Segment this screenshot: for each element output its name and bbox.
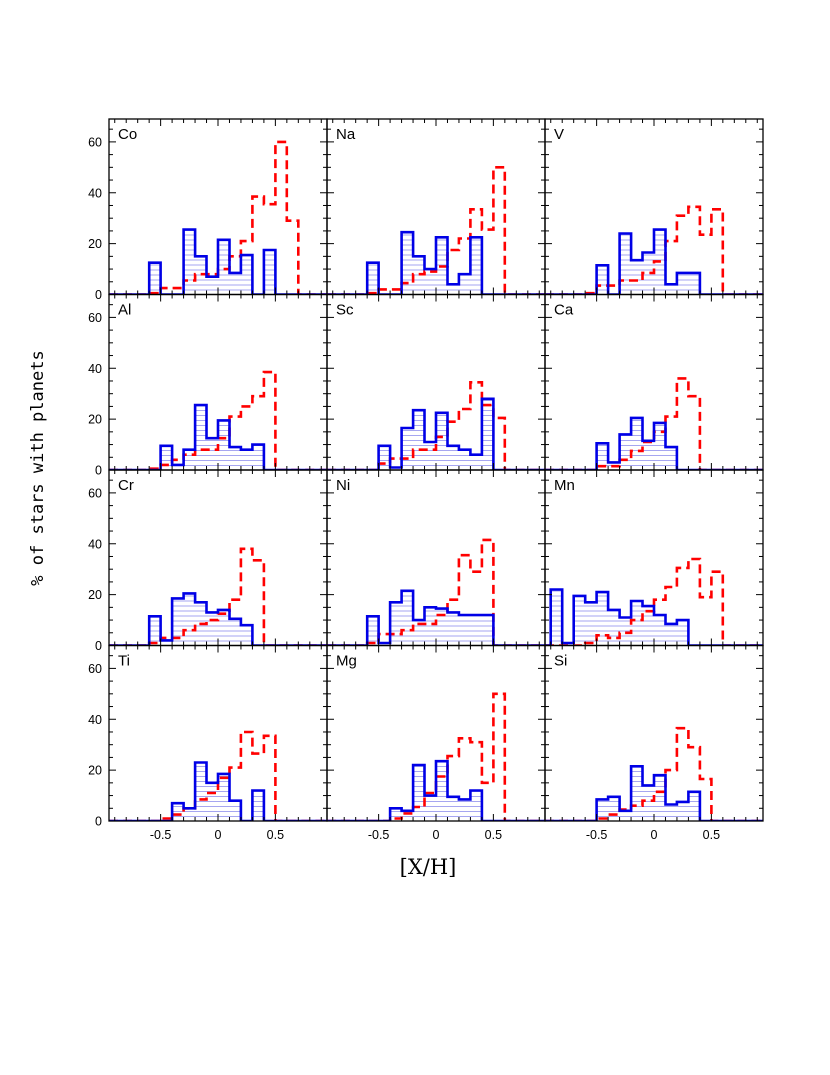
blue-histogram — [327, 397, 545, 470]
red-dashed-histogram — [109, 140, 327, 295]
panel-mn: Mn — [544, 469, 764, 647]
element-label: Cr — [118, 477, 134, 494]
blue-histogram — [545, 416, 763, 470]
panel-ca: Ca — [544, 293, 764, 471]
panel-plot-area — [109, 140, 327, 295]
blue-histogram-hatch — [109, 762, 327, 821]
panel-plot-area — [545, 377, 763, 470]
blue-histogram — [109, 592, 327, 646]
blue-histogram-hatch — [545, 766, 763, 821]
y-tick-label: 40 — [88, 362, 102, 376]
y-tick-label: 0 — [95, 288, 102, 302]
element-label: Si — [554, 653, 567, 670]
element-label: Sc — [336, 302, 354, 319]
y-tick-label: 0 — [95, 639, 102, 653]
x-tick-label: 0.5 — [485, 828, 502, 842]
x-tick-label: -0.5 — [150, 828, 172, 842]
element-label: Ca — [554, 302, 574, 319]
y-tick-label: 60 — [88, 135, 102, 149]
y-tick-label: 60 — [88, 486, 102, 500]
x-tick-label: -0.5 — [368, 828, 390, 842]
blue-histogram — [327, 589, 545, 646]
panel-al: Al 0 20 40 60 — [88, 293, 328, 478]
panels-group: Co 0 20 40 60 Na V Al 0 20 40 60 Sc Ca Cr 0 20 40 60 Ni Mn Ti… — [88, 118, 764, 842]
panel-cr: Cr 0 20 40 60 — [88, 469, 328, 653]
y-tick-label: 20 — [88, 237, 102, 251]
ticks — [545, 294, 763, 471]
panel-ti: Ti 0 20 40 60 -0.5 0 0.5 — [88, 644, 328, 842]
y-tick-label: 20 — [88, 413, 102, 427]
x-tick-label: 0 — [651, 828, 658, 842]
element-label: Ti — [118, 653, 130, 670]
x-axis-label: [X/H] — [400, 855, 457, 879]
panel-plot-area — [109, 730, 327, 821]
panel-plot-area — [545, 557, 763, 646]
y-tick-label: 20 — [88, 764, 102, 778]
blue-histogram-hatch — [545, 417, 763, 470]
element-label: Ni — [336, 477, 350, 494]
y-tick-label: 60 — [88, 662, 102, 676]
y-tick-label: 40 — [88, 186, 102, 200]
x-tick-label: 0.5 — [703, 828, 720, 842]
panel-v: V — [544, 118, 764, 296]
ticks — [327, 470, 545, 646]
blue-histogram — [545, 588, 763, 646]
panel-plot-area — [545, 726, 763, 821]
x-tick-label: 0 — [215, 828, 222, 842]
element-label: Mn — [554, 477, 575, 494]
blue-histogram-hatch — [327, 590, 545, 646]
y-axis-label: % of stars with planets — [28, 350, 48, 585]
blue-histogram — [109, 761, 327, 821]
ticks — [109, 645, 327, 822]
ticks — [545, 119, 763, 295]
ticks — [327, 119, 545, 295]
panel-ni: Ni — [326, 469, 546, 647]
element-label: Co — [118, 126, 137, 143]
panel-si: Si -0.5 0 0.5 — [544, 644, 764, 842]
blue-histogram — [327, 759, 545, 821]
panel-co: Co 0 20 40 60 — [88, 118, 328, 302]
blue-histogram — [327, 230, 545, 295]
element-label: Na — [336, 126, 356, 143]
ticks — [327, 294, 545, 471]
element-label: Al — [118, 302, 131, 319]
ticks — [109, 119, 327, 295]
panel-na: Na — [326, 118, 546, 296]
panel-plot-area — [327, 381, 545, 470]
red-dashed-histogram — [327, 166, 545, 295]
panel-sc: Sc — [326, 293, 546, 471]
x-tick-label: -0.5 — [586, 828, 608, 842]
panel-plot-area — [109, 547, 327, 646]
y-tick-label: 40 — [88, 537, 102, 551]
blue-histogram — [545, 765, 763, 821]
x-tick-label: 0.5 — [267, 828, 284, 842]
blue-histogram-hatch — [545, 589, 763, 646]
panel-plot-area — [327, 692, 545, 821]
element-label: Mg — [336, 653, 357, 670]
blue-histogram — [545, 228, 763, 295]
y-tick-label: 0 — [95, 464, 102, 478]
panel-plot-area — [545, 205, 763, 295]
blue-histogram — [109, 403, 327, 470]
red-dashed-histogram — [545, 726, 763, 821]
x-tick-label: 0 — [433, 828, 440, 842]
y-tick-label: 40 — [88, 713, 102, 727]
y-tick-label: 60 — [88, 311, 102, 325]
element-label: V — [554, 126, 564, 143]
panel-plot-area — [327, 538, 545, 646]
panel-plot-area — [109, 370, 327, 470]
red-dashed-histogram — [109, 730, 327, 821]
panel-frame — [544, 644, 764, 822]
ticks — [545, 470, 763, 646]
panel-plot-area — [327, 166, 545, 295]
y-tick-label: 20 — [88, 588, 102, 602]
y-tick-label: 0 — [95, 815, 102, 829]
panel-mg: Mg -0.5 0 0.5 — [326, 644, 546, 842]
